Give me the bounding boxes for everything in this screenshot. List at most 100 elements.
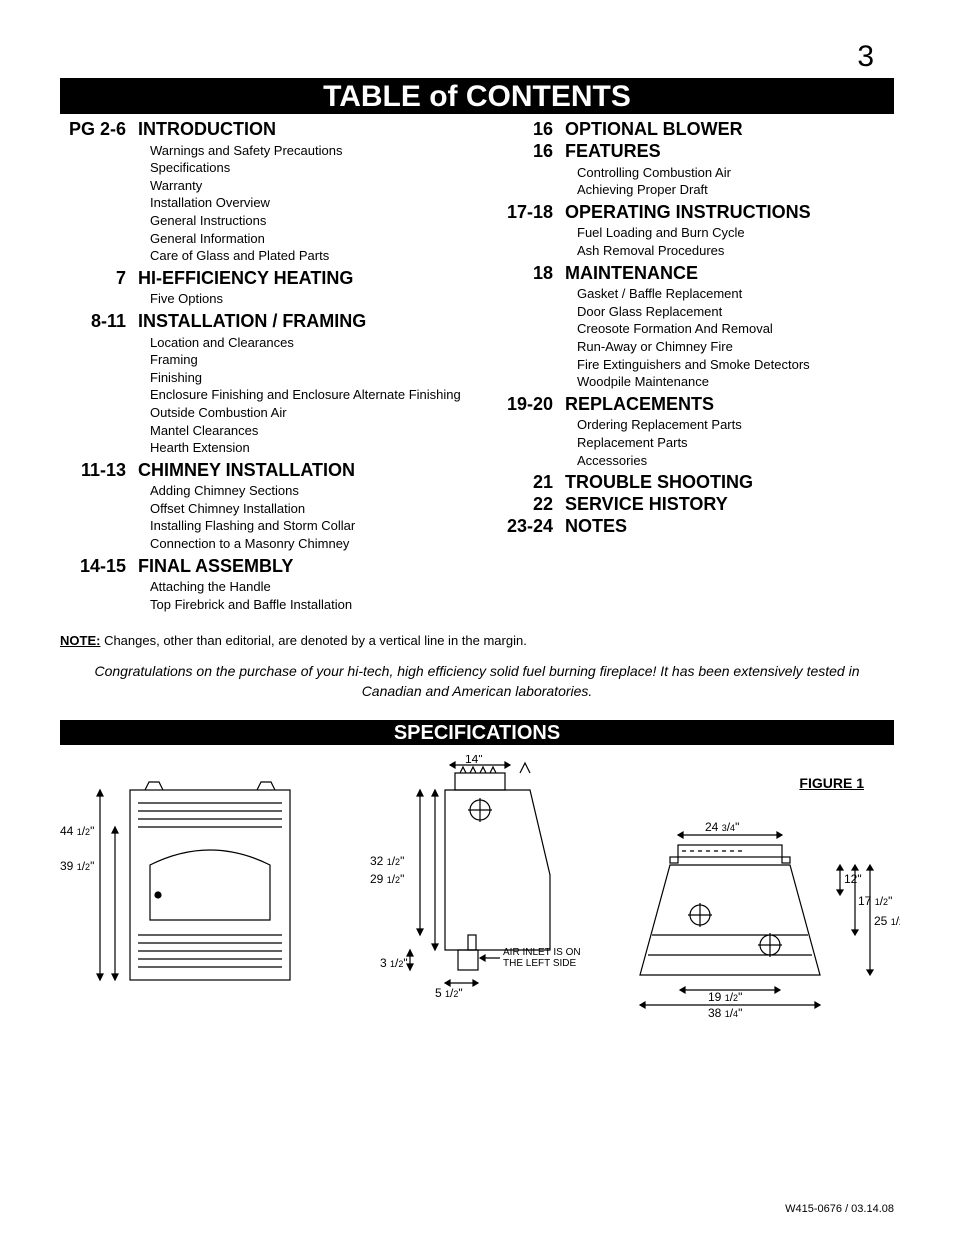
toc-subitem: General Instructions [150, 212, 467, 230]
toc-subitem: Location and Clearances [150, 334, 467, 352]
toc-page-range: 17-18 [487, 203, 565, 223]
toc-subitem: Installation Overview [150, 194, 467, 212]
toc-page-range: 14-15 [60, 557, 138, 577]
toc-subitem: Top Firebrick and Baffle Installation [150, 596, 467, 614]
toc-entry: 16OPTIONAL BLOWER [487, 120, 894, 140]
note-line: NOTE: Changes, other than editorial, are… [60, 633, 894, 648]
toc-entry: 21TROUBLE SHOOTING [487, 473, 894, 493]
diagram-side: 14" 32 1/2" 29 1/2" 3 1/2" 5 1/2" AIR IN… [350, 755, 610, 1005]
dim-top-w: 24 3/4" [705, 820, 739, 834]
toc-section-title: CHIMNEY INSTALLATION [138, 461, 355, 481]
spec-diagrams: FIGURE 1 44 1/2" 39 [60, 765, 894, 1025]
toc-page-range: 22 [487, 495, 565, 515]
toc-subitem: Ash Removal Procedures [577, 242, 894, 260]
dim-side-inlet: 5 1/2" [435, 986, 463, 1000]
toc-page-range: 16 [487, 142, 565, 162]
toc-subitem: Fuel Loading and Burn Cycle [577, 224, 894, 242]
toc-subitems: Gasket / Baffle ReplacementDoor Glass Re… [577, 285, 894, 390]
dim-top-inner: 19 1/2" [708, 990, 742, 1004]
toc-entry: 14-15FINAL ASSEMBLY [60, 557, 467, 577]
spec-heading: SPECIFICATIONS [394, 716, 560, 750]
toc-subitem: Outside Combustion Air [150, 404, 467, 422]
toc-entry: 16FEATURES [487, 142, 894, 162]
toc-entry: 7HI-EFFICIENCY HEATING [60, 269, 467, 289]
toc-section-title: INTRODUCTION [138, 120, 276, 140]
toc-page-range: 23-24 [487, 517, 565, 537]
note-text: Changes, other than editorial, are denot… [100, 633, 526, 648]
toc-section-title: NOTES [565, 517, 627, 537]
toc-columns: PG 2-6INTRODUCTIONWarnings and Safety Pr… [60, 120, 894, 617]
toc-subitems: Warnings and Safety PrecautionsSpecifica… [150, 142, 467, 265]
toc-entry: 23-24NOTES [487, 517, 894, 537]
toc-entry: 22SERVICE HISTORY [487, 495, 894, 515]
diagram-front: 44 1/2" 39 1/2" [60, 765, 310, 995]
toc-subitem: General Information [150, 230, 467, 248]
toc-subitem: Connection to a Masonry Chimney [150, 535, 467, 553]
toc-subitem: Warnings and Safety Precautions [150, 142, 467, 160]
toc-page-range: 21 [487, 473, 565, 493]
toc-section-title: OPERATING INSTRUCTIONS [565, 203, 811, 223]
toc-subitems: Controlling Combustion AirAchieving Prop… [577, 164, 894, 199]
toc-section-title: OPTIONAL BLOWER [565, 120, 743, 140]
toc-section-title: TROUBLE SHOOTING [565, 473, 753, 493]
toc-subitem: Specifications [150, 159, 467, 177]
toc-subitem: Finishing [150, 369, 467, 387]
toc-section-title: FINAL ASSEMBLY [138, 557, 293, 577]
toc-entry: PG 2-6INTRODUCTION [60, 120, 467, 140]
dim-top-h3: 25 1/2" [874, 914, 900, 928]
toc-section-title: INSTALLATION / FRAMING [138, 312, 366, 332]
toc-section-title: FEATURES [565, 142, 661, 162]
page-number: 3 [60, 40, 894, 74]
toc-page-range: 16 [487, 120, 565, 140]
toc-page-range: 18 [487, 264, 565, 284]
toc-subitem: Fire Extinguishers and Smoke Detectors [577, 356, 894, 374]
toc-subitem: Five Options [150, 290, 467, 308]
toc-entry: 17-18OPERATING INSTRUCTIONS [487, 203, 894, 223]
toc-section-title: SERVICE HISTORY [565, 495, 728, 515]
toc-header-bar: TABLE of CONTENTS [60, 78, 894, 114]
dim-front-door-h: 39 1/2" [60, 859, 94, 873]
toc-subitem: Creosote Formation And Removal [577, 320, 894, 338]
toc-subitems: Adding Chimney SectionsOffset Chimney In… [150, 482, 467, 552]
toc-page-range: PG 2-6 [60, 120, 138, 140]
toc-right-column: 16OPTIONAL BLOWER16FEATURESControlling C… [487, 120, 894, 617]
toc-heading-a: TABLE [323, 80, 421, 113]
dim-top-h1: 12" [844, 872, 862, 886]
toc-subitem: Adding Chimney Sections [150, 482, 467, 500]
toc-subitem: Gasket / Baffle Replacement [577, 285, 894, 303]
note-label: NOTE: [60, 633, 100, 648]
figure-label: FIGURE 1 [799, 775, 864, 791]
congrats-text: Congratulations on the purchase of your … [90, 662, 864, 701]
toc-subitem: Mantel Clearances [150, 422, 467, 440]
dim-side-h2: 29 1/2" [370, 872, 404, 886]
spec-header-bar: SPECIFICATIONS [60, 720, 894, 745]
toc-page-range: 7 [60, 269, 138, 289]
toc-subitem: Offset Chimney Installation [150, 500, 467, 518]
toc-page-range: 11-13 [60, 461, 138, 481]
toc-entry: 18MAINTENANCE [487, 264, 894, 284]
toc-subitems: Attaching the HandleTop Firebrick and Ba… [150, 578, 467, 613]
toc-page-range: 8-11 [60, 312, 138, 332]
toc-subitem: Attaching the Handle [150, 578, 467, 596]
toc-subitem: Run-Away or Chimney Fire [577, 338, 894, 356]
toc-heading-c: CONTENTS [466, 80, 631, 113]
toc-subitem: Enclosure Finishing and Enclosure Altern… [150, 386, 467, 404]
toc-subitem: Care of Glass and Plated Parts [150, 247, 467, 265]
diagram-top: 24 3/4" 12" 17 1/2" 25 1/2" 19 1/2" 38 1… [600, 795, 900, 1025]
toc-heading-b: of [429, 80, 457, 113]
toc-subitem: Installing Flashing and Storm Collar [150, 517, 467, 535]
toc-entry: 11-13CHIMNEY INSTALLATION [60, 461, 467, 481]
dim-side-h1: 32 1/2" [370, 854, 404, 868]
toc-subitem: Controlling Combustion Air [577, 164, 894, 182]
toc-entry: 8-11INSTALLATION / FRAMING [60, 312, 467, 332]
toc-section-title: MAINTENANCE [565, 264, 698, 284]
toc-entry: 19-20REPLACEMENTS [487, 395, 894, 415]
footer-text: W415-0676 / 03.14.08 [785, 1203, 894, 1215]
toc-subitem: Achieving Proper Draft [577, 181, 894, 199]
inlet-note-1: AIR INLET IS ON [503, 947, 581, 958]
toc-subitem: Framing [150, 351, 467, 369]
toc-subitem: Woodpile Maintenance [577, 373, 894, 391]
inlet-note-2: THE LEFT SIDE [503, 958, 576, 969]
toc-subitem: Warranty [150, 177, 467, 195]
toc-subitems: Fuel Loading and Burn CycleAsh Removal P… [577, 224, 894, 259]
